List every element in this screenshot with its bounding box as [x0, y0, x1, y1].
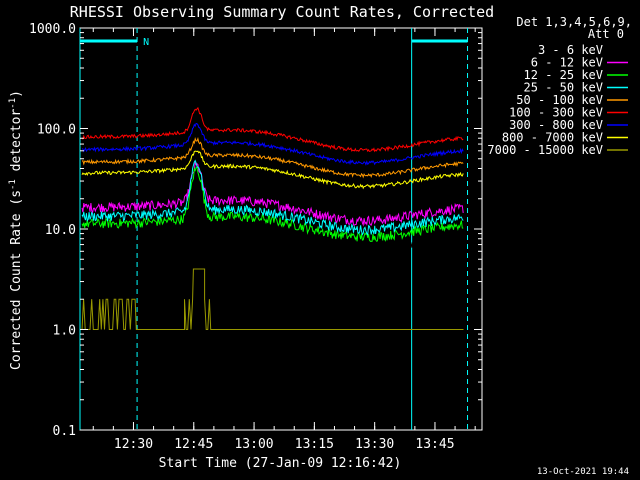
x-axis-ticks: 12:30 12:45 13:00 13:15 13:30 13:45 [92, 28, 476, 452]
series-line-7000-15000keV [81, 268, 464, 330]
y-axis-label-part2: detector [9, 109, 24, 180]
legend-label: 800 - 7000 keV [502, 131, 603, 145]
x-axis-label: Start Time (27-Jan-09 12:16:42) [159, 456, 402, 471]
y-axis-label: Corrected Count Rate (s-1 detector-1) [8, 90, 24, 370]
night-markers: N [79, 28, 469, 430]
legend-label: 25 - 50 keV [524, 81, 603, 95]
x-tick-label: 13:00 [234, 437, 273, 452]
series-line-25-50keV [81, 159, 464, 236]
series-line-3-6keV [81, 183, 464, 255]
legend-header-line2: Att 0 [588, 27, 624, 41]
y-axis-ticks: 0.1 1.0 10.0 100.0 1000.0 [29, 22, 482, 439]
legend-header-line1: Det 1,3,4,5,6,9, [516, 15, 632, 29]
series-line-100-300keV [81, 106, 464, 153]
series-line-800-7000keV [81, 150, 464, 190]
x-tick-label: 13:45 [415, 437, 454, 452]
x-tick-label: 13:15 [295, 437, 334, 452]
x-tick-label: 13:30 [355, 437, 394, 452]
y-axis-label-sup1: -1 [8, 179, 18, 190]
series-layer [81, 106, 464, 330]
legend-label: 6 - 12 keV [531, 56, 603, 70]
y-tick-label: 1000.0 [29, 22, 76, 37]
series-line-50-100keV [81, 136, 464, 179]
night-annotation: N [143, 37, 149, 48]
y-axis-label-part1: Corrected Count Rate (s [9, 190, 24, 370]
chart-title: RHESSI Observing Summary Count Rates, Co… [70, 3, 494, 21]
footer-date: 13-Oct-2021 19:44 [537, 467, 629, 477]
y-axis-label-sup2: -1 [8, 98, 18, 109]
legend-label: 7000 - 15000 keV [487, 143, 603, 157]
y-tick-label: 100.0 [37, 123, 76, 138]
legend-label: 50 - 100 keV [516, 93, 603, 107]
y-tick-label: 1.0 [53, 324, 76, 339]
series-line-6-12keV [81, 160, 464, 227]
legend-label: 12 - 25 keV [524, 68, 603, 82]
y-tick-label: 0.1 [53, 424, 76, 439]
y-axis-label-part3: ) [9, 90, 24, 98]
legend-label: 3 - 6 keV [538, 43, 603, 57]
x-tick-label: 12:30 [114, 437, 153, 452]
legend-label: 100 - 300 keV [509, 106, 603, 120]
series-line-300-800keV [81, 122, 464, 166]
x-tick-label: 12:45 [174, 437, 213, 452]
y-tick-label: 10.0 [45, 223, 76, 238]
legend-label: 300 - 800 keV [509, 118, 603, 132]
